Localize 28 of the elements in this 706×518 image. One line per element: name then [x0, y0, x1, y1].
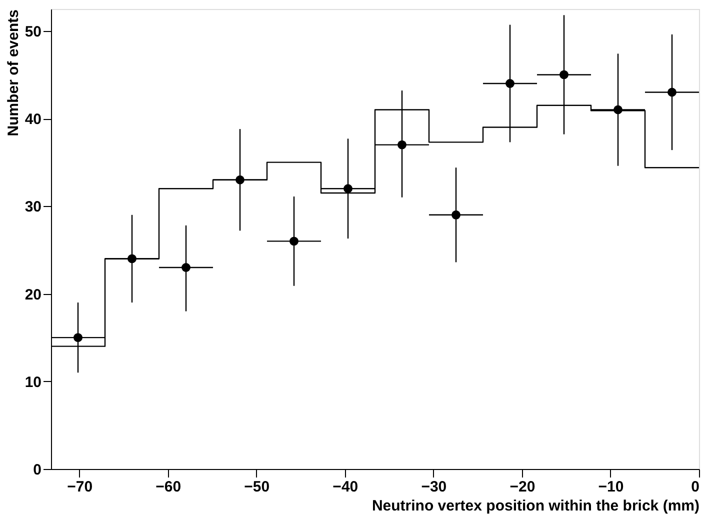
- point: [614, 105, 622, 114]
- point: [668, 88, 676, 97]
- point: [290, 236, 298, 246]
- y-tick-label: 20: [24, 286, 42, 304]
- y-tick-label: 10: [24, 374, 42, 391]
- y-tick-label: 40: [24, 111, 42, 128]
- y-axis-title: Number of events: [4, 10, 22, 136]
- point: [506, 79, 514, 88]
- x-tick-label: −70: [67, 478, 93, 496]
- x-tick-label: −30: [421, 478, 447, 496]
- point: [236, 175, 244, 184]
- x-tick-label: −60: [156, 478, 182, 496]
- point: [74, 333, 82, 342]
- x-tick-label: −10: [598, 478, 624, 496]
- x-tick-label: 0: [691, 478, 700, 496]
- y-tick-label: 50: [24, 23, 42, 40]
- x-tick-label: −50: [244, 478, 270, 496]
- x-tick-label: −40: [332, 478, 358, 496]
- point: [398, 140, 406, 150]
- point: [560, 70, 568, 80]
- point: [182, 263, 190, 272]
- y-tick-label: 0: [33, 462, 42, 478]
- point: [344, 184, 352, 194]
- x-tick-label: −20: [510, 478, 536, 496]
- point: [452, 210, 460, 220]
- y-tick-label: 30: [24, 198, 42, 216]
- x-axis-title: Neutrino vertex position within the brick (mm): [372, 498, 700, 514]
- point: [128, 254, 136, 264]
